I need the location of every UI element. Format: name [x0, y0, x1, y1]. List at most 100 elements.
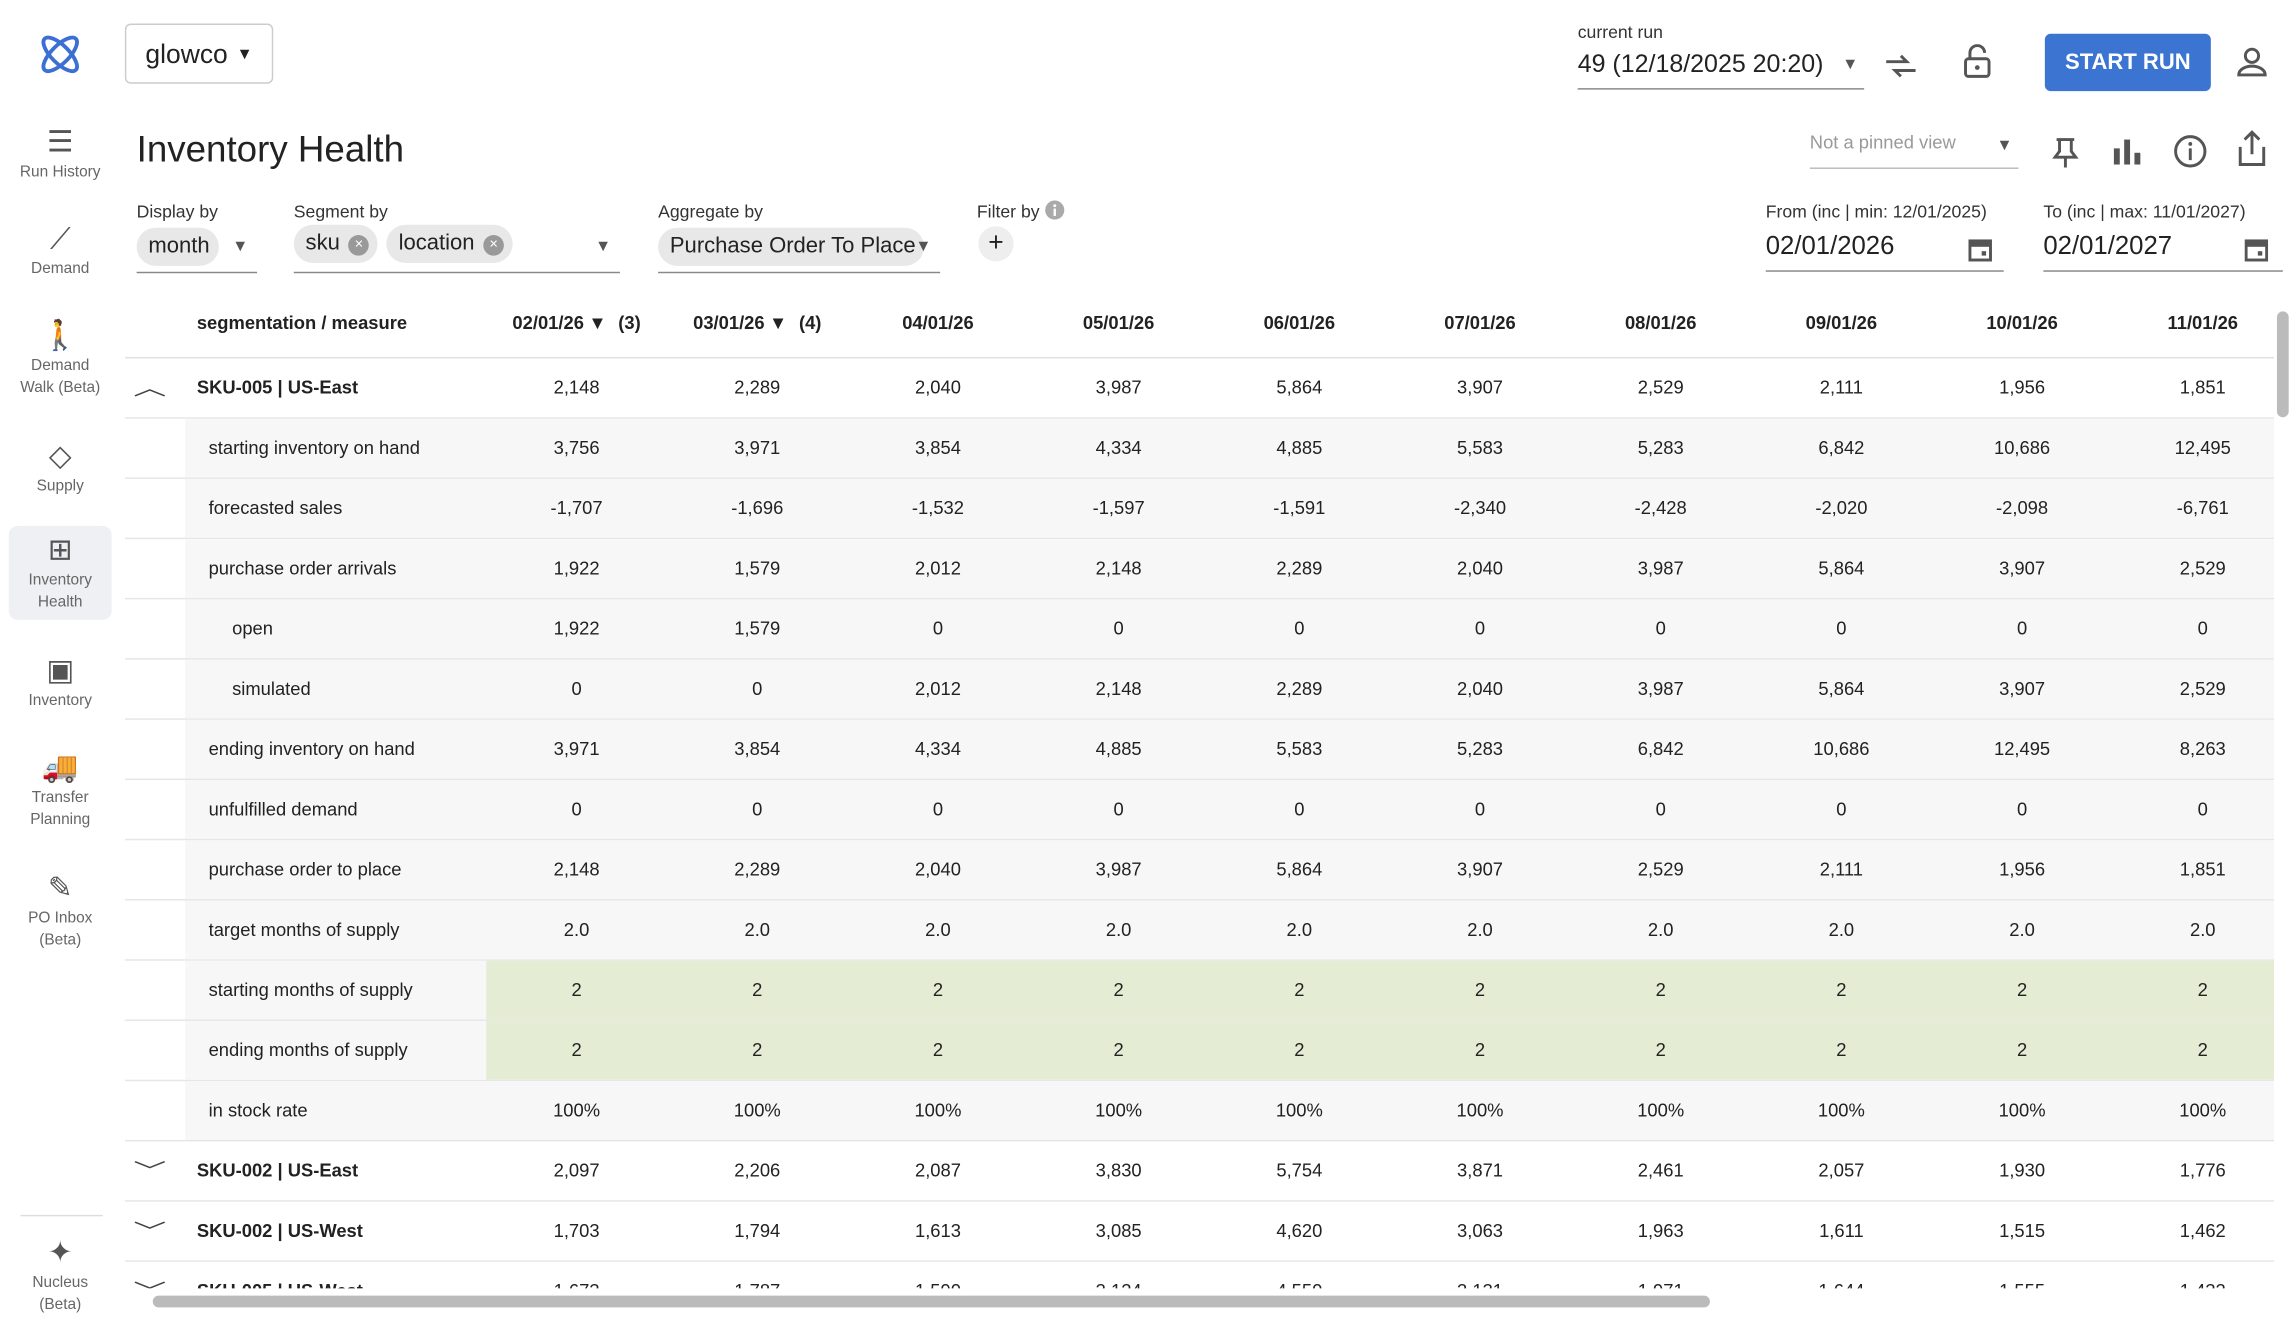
row-label: ending inventory on hand	[208, 738, 415, 760]
nav-item[interactable]: ☰ Run History	[9, 118, 112, 206]
nav-icon: ⟋	[49, 223, 71, 256]
column-header[interactable]: 02/01/26 ▼ (3)	[486, 313, 667, 334]
cell-value: 3,907	[1999, 558, 2046, 579]
to-date[interactable]: 02/01/2027	[2043, 231, 2283, 272]
nav-item[interactable]: 🚶 Demand Walk (Beta)	[9, 311, 112, 399]
share-icon[interactable]	[2236, 129, 2268, 167]
column-header[interactable]: 07/01/26	[1390, 313, 1571, 334]
nav-item[interactable]: ✦ Nucleus (Beta)	[9, 1228, 112, 1316]
nav-label: Demand Walk (Beta)	[20, 356, 101, 397]
cell-value: 2,289	[734, 859, 781, 880]
table-row: starting inventory on hand 3,756 3,971 3,85…	[124, 418, 2275, 479]
start-run-button[interactable]: START RUN	[2044, 33, 2211, 92]
cell-value: 2.0	[2009, 919, 2035, 941]
nav-item[interactable]: 🚚 Transfer Planning	[9, 743, 112, 831]
calendar-icon[interactable]	[2244, 237, 2269, 262]
nav-item[interactable]: ✎ PO Inbox (Beta)	[9, 864, 112, 952]
expand-toggle[interactable]: ︿	[133, 376, 167, 400]
table-row: in stock rate 100% 100% 100% 100% 100% 100% 100…	[124, 1081, 2275, 1142]
column-header[interactable]: 04/01/26	[848, 313, 1029, 334]
sort-order: (3)	[618, 312, 641, 334]
nav-item[interactable]: ◇ Supply	[9, 432, 112, 520]
segment-chip: location ×	[386, 224, 513, 263]
cell-value: 1,611	[1819, 1220, 1864, 1242]
nav-label: Supply	[36, 477, 84, 496]
nav-label: Nucleus (Beta)	[32, 1273, 89, 1314]
column-header[interactable]: 03/01/26 ▼ (4)	[667, 313, 848, 334]
column-header[interactable]: 06/01/26	[1209, 313, 1390, 334]
cell-value: 0	[571, 678, 582, 700]
column-date: 05/01/26	[1082, 312, 1155, 334]
user-icon[interactable]	[2236, 46, 2268, 78]
table-row: starting months of supply 2 2 2 2 2 2 2 2 2 2	[124, 960, 2275, 1021]
data-table: segmentation / measure 02/01/26 ▼ (3) 03/01/…	[124, 294, 2275, 1288]
chip-label: location	[398, 230, 475, 256]
aggregate-select[interactable]: Purchase Order To Place ▼	[658, 227, 941, 274]
sort-arrow: ▼	[769, 312, 788, 334]
column-header[interactable]: 09/01/26	[1751, 313, 1932, 334]
cell-value: 2,097	[553, 1160, 600, 1182]
from-date[interactable]: 02/01/2026	[1765, 231, 2004, 272]
column-header[interactable]: 08/01/26	[1570, 313, 1751, 334]
nav-label: Inventory Health	[28, 571, 92, 612]
cell-value: 2,040	[914, 377, 961, 399]
info-icon[interactable]	[2173, 134, 2208, 169]
row-bg	[185, 539, 2275, 598]
column-header[interactable]: 10/01/26	[1932, 313, 2113, 334]
cell-value: 1,794	[734, 1220, 781, 1242]
horizontal-scrollbar[interactable]	[152, 1295, 1710, 1308]
table-row: open 1,922 1,579 0 0 0 0 0 0 0 0	[124, 599, 2275, 660]
row-bg	[185, 1081, 2275, 1140]
pinned-view-select[interactable]: Not a pinned view ▼	[1809, 132, 2019, 169]
calendar-icon[interactable]	[1968, 237, 1992, 262]
expand-toggle[interactable]: ﹀	[133, 1159, 167, 1183]
expand-toggle[interactable]: ﹀	[133, 1219, 167, 1243]
cell-value: 3,987	[1095, 377, 1142, 399]
nav-item[interactable]: ⊞ Inventory Health	[8, 525, 112, 620]
cell-value: 0	[2016, 799, 2028, 820]
control-label: Display by	[136, 201, 218, 222]
run-select[interactable]: 49 (12/18/2025 20:20) ▼	[1577, 50, 1865, 90]
display-select[interactable]: month ▼	[136, 227, 258, 274]
pin-icon[interactable]	[2051, 135, 2080, 170]
cell-value: 0	[1655, 799, 1666, 820]
column-date: 08/01/26	[1624, 312, 1697, 334]
lock-icon[interactable]	[1963, 44, 1992, 79]
cell-value: 2.0	[2189, 919, 2216, 941]
compare-icon[interactable]	[1883, 51, 1918, 80]
cell-value: 2,012	[914, 558, 961, 579]
chip-remove[interactable]: ×	[483, 235, 504, 256]
column-header: segmentation / measure	[196, 312, 408, 334]
cell-value: 0	[1113, 618, 1124, 640]
row-label: target months of supply	[208, 919, 400, 941]
vertical-scrollbar[interactable]	[2276, 311, 2289, 418]
cell-value: 0	[1294, 799, 1305, 820]
cell-value: 2	[1294, 1040, 1305, 1061]
filter-info-icon[interactable]	[1044, 200, 1065, 221]
cell-value: 5,283	[1637, 437, 1684, 459]
column-date: 11/01/26	[2167, 312, 2238, 334]
pinned-view: Not a pinned view	[1809, 132, 1956, 153]
row-label: open	[232, 618, 273, 640]
column-header[interactable]: 11/01/26	[2112, 313, 2274, 334]
add-filter-button[interactable]: +	[978, 226, 1014, 262]
nav-item[interactable]: ▣ Inventory	[9, 646, 112, 734]
cell-value: 2.0	[925, 919, 951, 941]
expand-toggle[interactable]: ﹀	[133, 1262, 166, 1288]
column-header[interactable]: 05/01/26	[1028, 313, 1209, 334]
page-title: Inventory Health	[136, 129, 405, 171]
cell-value: 2,111	[1819, 859, 1864, 880]
segment-select[interactable]: ▼ sku × location ×	[293, 224, 620, 274]
nav-item[interactable]: ⟋ Demand	[9, 214, 112, 302]
column-date: 02/01/26	[512, 312, 584, 334]
row-highlight	[486, 1020, 2275, 1080]
org-select[interactable]: glowco ▼	[124, 23, 274, 84]
row-label: purchase order arrivals	[208, 558, 397, 579]
row-bg	[185, 719, 2275, 779]
cell-value: 100%	[733, 1100, 781, 1121]
chart-icon[interactable]	[2112, 137, 2141, 166]
chip-remove[interactable]: ×	[348, 235, 370, 256]
cell-value: 2,148	[1095, 558, 1142, 579]
